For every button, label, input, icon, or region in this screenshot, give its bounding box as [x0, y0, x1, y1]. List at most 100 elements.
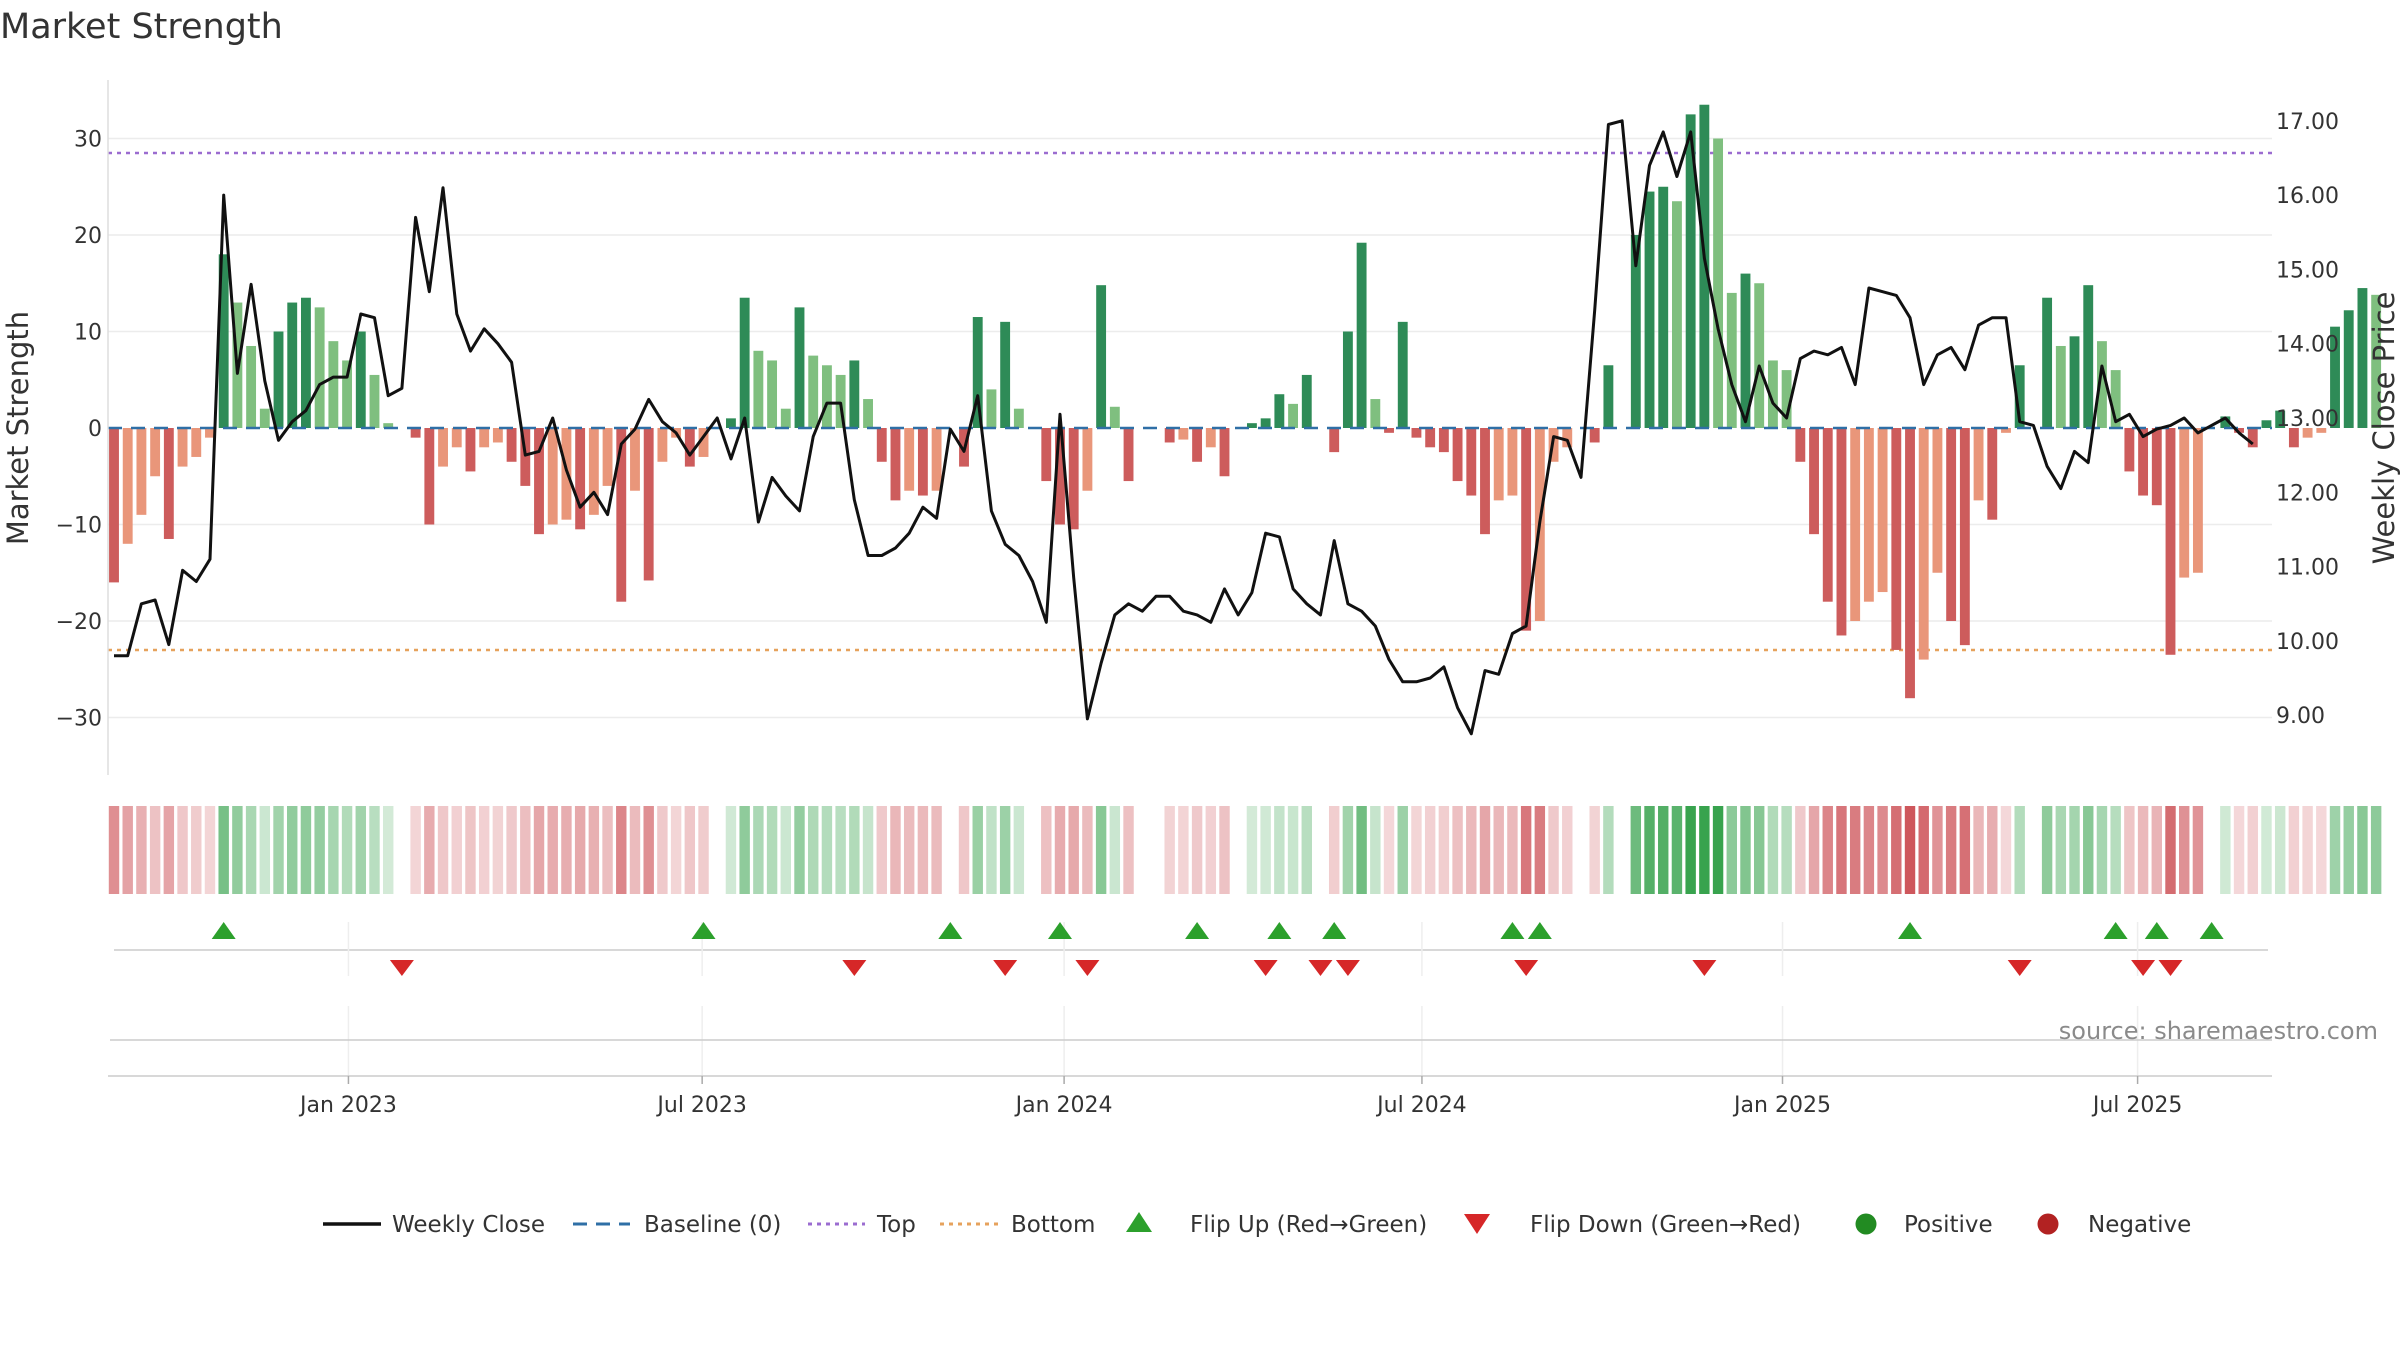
- left-axis-title: Market Strength: [1, 311, 35, 545]
- heat-cell-13: [287, 806, 298, 894]
- heat-cell-81: [1219, 806, 1230, 894]
- strength-bar-1: [122, 428, 133, 544]
- heat-cell-154: [2220, 806, 2231, 894]
- xtick-label-2: Jan 2024: [1014, 1093, 1113, 1118]
- strength-bar-46: [739, 297, 750, 428]
- heat-cell-55: [862, 806, 874, 894]
- heat-cell-131: [1904, 806, 1916, 894]
- strength-bar-17: [342, 360, 353, 428]
- heat-cell-52: [821, 806, 833, 894]
- heat-cell-3: [149, 806, 161, 894]
- strength-bar-60: [931, 428, 942, 491]
- strength-bar-70: [1068, 428, 1079, 530]
- heat-cell-78: [1178, 806, 1189, 894]
- heat-cell-17: [341, 806, 353, 894]
- heat-cell-147: [2124, 806, 2135, 894]
- legend-negative-icon: [2037, 1213, 2059, 1235]
- strength-bar-57: [890, 428, 901, 501]
- strength-bar-160: [2302, 428, 2313, 438]
- heat-cell-117: [1712, 806, 1724, 894]
- strength-bar-150: [2165, 428, 2176, 655]
- flip-up-marker-10: [2103, 922, 2128, 939]
- strength-bar-149: [2151, 428, 2162, 506]
- heat-cell-98: [1452, 806, 1463, 894]
- strength-bar-36: [602, 428, 613, 486]
- strength-bar-18: [355, 331, 366, 428]
- heat-cell-137: [1987, 806, 1998, 894]
- flip-down-marker-10: [2131, 960, 2156, 976]
- heat-cell-118: [1726, 806, 1737, 894]
- heat-cell-150: [2165, 806, 2176, 894]
- strength-bar-116: [1699, 104, 1710, 428]
- flip-up-marker-12: [2199, 922, 2224, 939]
- legend-flip-down-icon: [1464, 1214, 1490, 1234]
- heat-cell-84: [1260, 806, 1271, 894]
- strength-bar-129: [1877, 428, 1888, 593]
- strength-bar-148: [2138, 428, 2149, 496]
- right-axis-title: Weekly Close Price: [2367, 292, 2400, 565]
- strength-bar-29: [506, 428, 517, 462]
- heat-cell-25: [451, 806, 462, 894]
- heat-cell-35: [588, 806, 600, 894]
- heat-cell-95: [1411, 806, 1422, 894]
- heat-cell-120: [1753, 806, 1765, 894]
- heat-cell-160: [2302, 806, 2313, 894]
- strength-bar-158: [2275, 410, 2286, 428]
- flip-down-marker-0: [389, 960, 414, 976]
- strength-bar-51: [808, 355, 819, 428]
- ytick-label-5: −20: [56, 610, 102, 635]
- strength-bar-154: [2220, 416, 2231, 428]
- strength-bar-102: [1507, 428, 1518, 496]
- heat-cell-144: [2083, 806, 2094, 894]
- flip-up-marker-9: [1898, 922, 1923, 939]
- heat-cell-22: [410, 806, 421, 894]
- strength-bar-138: [2001, 428, 2011, 433]
- strength-bar-74: [1123, 428, 1134, 482]
- heat-cell-165: [2370, 806, 2382, 894]
- heat-cell-163: [2343, 806, 2354, 894]
- heat-cell-24: [437, 806, 449, 894]
- heat-cell-45: [725, 806, 737, 894]
- strength-bar-15: [314, 307, 325, 428]
- heat-cell-40: [657, 806, 668, 894]
- ytick-label-1: 20: [74, 224, 102, 249]
- strength-bar-165: [2371, 294, 2382, 428]
- strength-bar-100: [1480, 428, 1490, 535]
- flip-down-marker-6: [1335, 960, 1360, 976]
- heat-cell-92: [1370, 806, 1381, 894]
- heat-cell-143: [2069, 806, 2080, 894]
- legend-positive: Positive: [1904, 1212, 1993, 1238]
- heat-cell-151: [2179, 806, 2190, 894]
- heat-cell-104: [1534, 806, 1546, 894]
- strength-bar-142: [2055, 345, 2066, 428]
- legend: Weekly Close Baseline (0) Top Bottom Fli…: [323, 1212, 2191, 1238]
- strength-bar-26: [465, 428, 476, 472]
- strength-bar-56: [876, 428, 887, 462]
- strength-bar-35: [588, 428, 599, 515]
- strength-bar-6: [191, 428, 202, 457]
- heat-cell-58: [903, 806, 915, 894]
- y2tick-label-1: 16.00: [2276, 184, 2339, 209]
- heat-cell-74: [1123, 806, 1134, 894]
- strength-bar-125: [1822, 428, 1833, 602]
- heat-cell-37: [616, 806, 627, 894]
- heat-cell-101: [1493, 806, 1504, 894]
- strength-bar-69: [1055, 428, 1065, 525]
- heat-cell-80: [1205, 806, 1217, 894]
- flip-up-marker-8: [1527, 922, 1552, 939]
- strength-bar-5: [177, 428, 188, 467]
- heat-cell-138: [2000, 806, 2012, 894]
- heat-cell-100: [1479, 806, 1491, 894]
- strength-bar-98: [1452, 428, 1463, 482]
- strength-bar-13: [287, 302, 298, 428]
- heat-cell-5: [177, 806, 188, 894]
- heat-cell-146: [2110, 806, 2121, 894]
- ytick-label-3: 0: [88, 417, 102, 442]
- flip-up-marker-3: [1047, 922, 1072, 939]
- y2tick-label-8: 9.00: [2276, 704, 2325, 729]
- heat-cell-145: [2096, 806, 2108, 894]
- heat-cell-142: [2055, 806, 2067, 894]
- heat-cell-87: [1301, 806, 1312, 894]
- strength-bar-152: [2192, 428, 2203, 573]
- strength-bar-101: [1493, 428, 1504, 501]
